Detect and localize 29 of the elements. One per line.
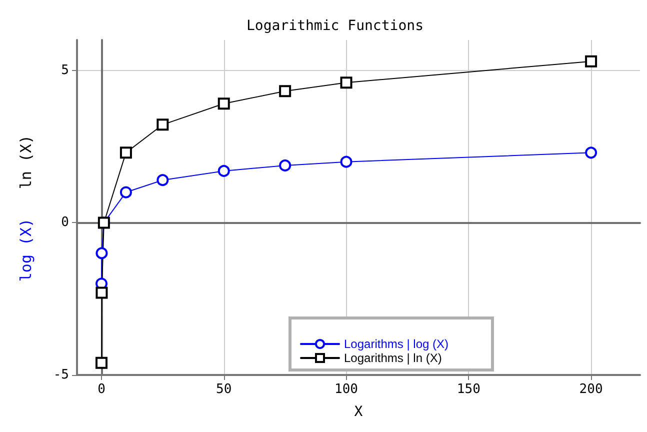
x-tick-label: 200: [579, 382, 603, 397]
y-tick-label: 5: [61, 62, 69, 78]
point: [340, 156, 352, 168]
y-axis-title: ln (X): [17, 134, 35, 190]
legend-label: Logarithms | log (X): [344, 337, 448, 351]
point: [585, 146, 598, 159]
point: [218, 98, 230, 110]
legend-label: Logarithms | ln (X): [344, 351, 442, 365]
x-tick-label: 50: [216, 382, 232, 397]
point: [96, 356, 108, 369]
x-tick-label: 150: [456, 382, 480, 397]
x-axis-title: X: [354, 404, 364, 420]
point: [120, 186, 132, 198]
point: [96, 286, 108, 299]
text: log (X): [17, 218, 35, 282]
point: [120, 146, 132, 159]
point: [279, 159, 292, 172]
point: [218, 164, 230, 177]
y-tick-label: 0: [61, 215, 69, 230]
x-tick-label: 100: [334, 382, 358, 397]
chart-title: Logarithmic Functions: [246, 18, 424, 34]
point: [156, 174, 169, 186]
point: [156, 118, 169, 131]
point: [96, 247, 108, 260]
point: [279, 85, 292, 98]
point: [585, 55, 598, 68]
point: [340, 76, 352, 89]
y-tick-label: -5: [53, 368, 69, 382]
x-tick-label: 0: [98, 382, 106, 397]
